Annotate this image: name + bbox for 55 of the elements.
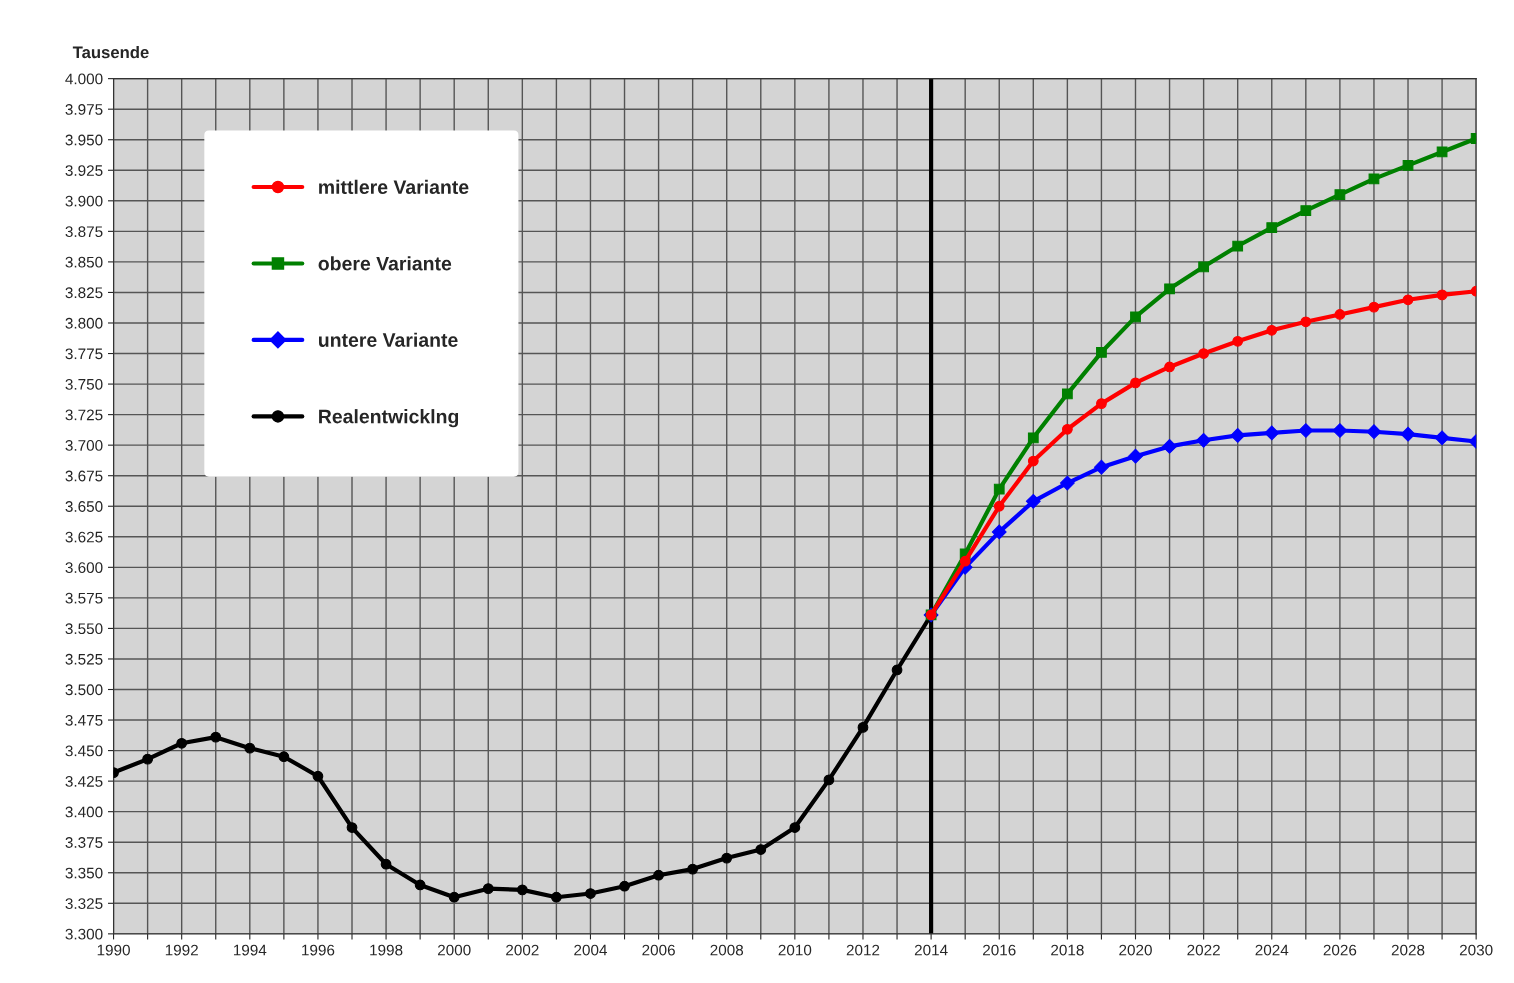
y-tick-label: 3.925 [65,165,103,176]
y-tick-label: 3.400 [65,806,103,818]
x-tick-label: 2026 [1323,944,1357,956]
x-tick-label: 2010 [778,944,812,956]
x-tick-label: 2000 [437,944,471,956]
y-tick-label: 3.650 [65,501,103,512]
x-tick-label: 2002 [506,944,539,956]
x-tick-label: 2018 [1051,944,1084,956]
x-tick-label: 1994 [233,944,267,956]
x-tick-label: 2022 [1187,944,1220,956]
x-tick-label: 2004 [574,944,608,956]
y-tick-label: 3.900 [65,195,103,207]
y-tick-label: 3.600 [65,562,103,574]
y-tick-label: 3.625 [65,531,103,543]
y-tick-label: 3.850 [65,256,103,268]
x-tick-label: 2008 [710,944,744,956]
x-tick-label: 2014 [914,944,948,956]
y-tick-label: 3.425 [65,776,103,787]
x-tick-label: 1992 [165,944,198,956]
x-tick-label: 2012 [846,944,880,956]
y-tick-label: 3.700 [65,440,103,451]
x-tick-label: 2030 [1459,944,1493,956]
y-axis-title: Tausende [72,46,149,59]
y-tick-label: 3.975 [65,104,103,115]
x-tick-label: 2020 [1119,944,1152,956]
y-tick-label: 3.325 [65,898,103,909]
y-tick-label: 3.550 [65,623,103,635]
y-tick-label: 3.875 [65,226,103,238]
y-tick-label: 3.475 [65,714,103,726]
x-tick-label: 2024 [1255,944,1289,956]
x-tick-label: 2028 [1391,944,1425,956]
y-tick-label: 3.725 [65,409,103,421]
y-tick-label: 3.750 [65,378,103,390]
y-tick-label: 3.775 [65,348,103,360]
y-tick-label: 3.675 [65,470,103,482]
x-tick-label: 2006 [642,944,675,956]
y-tick-label: 3.800 [65,317,103,329]
x-tick-label: 2016 [983,944,1016,956]
x-tick-label: 1998 [370,944,403,956]
y-tick-label: 3.375 [65,837,103,848]
y-tick-label: 3.500 [65,684,103,696]
y-tick-label: 3.450 [65,745,103,757]
y-tick-label: 3.350 [65,867,103,879]
y-tick-label: 3.525 [65,653,103,665]
legend-label: Realentwicklng [319,409,459,428]
legend-label: mittlere Variante [319,179,469,195]
y-tick-label: 4.000 [65,73,103,85]
y-tick-label: 3.825 [65,287,103,299]
y-tick-label: 3.950 [65,134,103,146]
y-tick-label: 3.300 [65,928,103,940]
x-tick-label: 1996 [302,944,335,956]
y-tick-label: 3.575 [65,592,103,604]
legend-label: obere Variante [318,256,452,271]
x-tick-label: 1990 [97,944,130,956]
legend-label: untere Variante [319,332,458,347]
